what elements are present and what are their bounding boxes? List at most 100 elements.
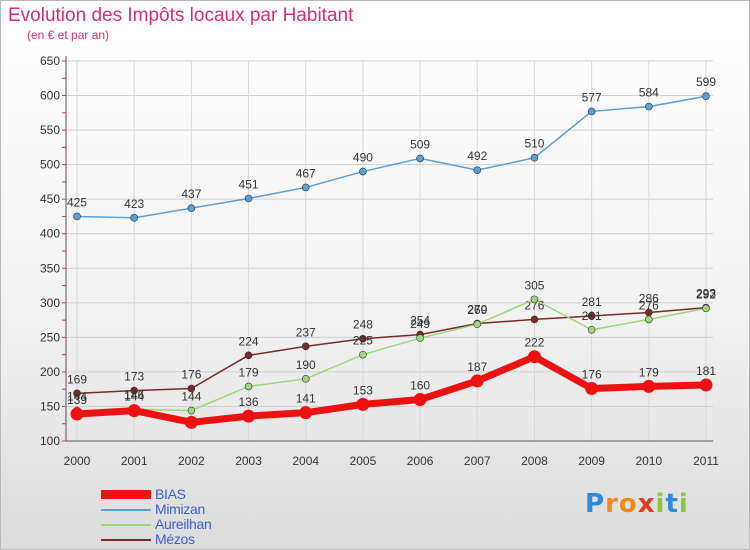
data-point: [187, 384, 196, 393]
data-point: [242, 409, 256, 423]
data-label: 254: [410, 314, 430, 328]
legend-item: BIAS: [101, 486, 301, 502]
data-point: [699, 378, 713, 392]
legend-swatch: [101, 524, 151, 526]
data-label: 423: [124, 197, 144, 211]
data-label: 269: [467, 303, 487, 317]
legend-label: BIAS: [155, 486, 186, 502]
data-point: [73, 389, 81, 398]
data-label: 492: [467, 149, 487, 163]
legend-item: Mézos: [101, 531, 301, 547]
x-tick-label: 2009: [578, 454, 605, 468]
data-point: [702, 92, 710, 101]
data-point: [530, 153, 539, 162]
data-point: [244, 351, 253, 360]
data-point: [702, 304, 710, 313]
legend-item: Aureilhan: [101, 516, 301, 532]
data-label: 225: [353, 334, 373, 348]
data-point: [530, 295, 539, 304]
data-point: [359, 350, 367, 359]
logo-letter: P: [585, 489, 606, 519]
data-point: [585, 381, 599, 395]
data-label: 176: [582, 367, 602, 381]
data-label: 146: [124, 388, 144, 402]
legend-swatch: [101, 509, 151, 511]
data-point: [244, 382, 253, 391]
data-point: [527, 350, 541, 364]
series-line-aureilhan: [76, 298, 707, 412]
data-point: [413, 393, 427, 407]
x-tick-label: 2006: [407, 454, 434, 468]
x-tick-label: 2010: [635, 454, 662, 468]
y-tick-label: 250: [40, 330, 60, 344]
data-label: 451: [239, 177, 259, 191]
data-point: [470, 374, 484, 388]
data-label: 190: [296, 358, 316, 372]
legend-swatch: [101, 490, 151, 499]
logo-letter: o: [618, 489, 638, 519]
data-label: 139: [67, 393, 87, 407]
data-label: 261: [582, 309, 602, 323]
y-tick-label: 150: [40, 399, 60, 413]
y-tick-label: 100: [40, 434, 60, 448]
proxiti-logo: Proxiti: [585, 489, 689, 519]
series-line-mimizan: [76, 95, 707, 219]
data-label: 144: [181, 390, 201, 404]
y-tick-label: 350: [40, 261, 60, 275]
data-label: 490: [353, 151, 373, 165]
x-tick-label: 2008: [521, 454, 548, 468]
data-label: 141: [296, 392, 316, 406]
data-point: [187, 204, 196, 212]
data-label: 136: [239, 395, 259, 409]
data-label: 173: [124, 370, 144, 384]
data-point: [359, 167, 367, 176]
data-label: 222: [524, 336, 544, 350]
y-tick-label: 550: [40, 123, 60, 137]
data-point: [244, 194, 253, 203]
data-label: 510: [524, 137, 544, 151]
data-point: [299, 406, 313, 420]
data-label: 237: [296, 325, 316, 339]
data-label: 169: [67, 372, 87, 386]
data-label: 599: [696, 75, 716, 89]
data-point: [642, 379, 656, 393]
x-tick-label: 2003: [235, 454, 262, 468]
chart-subtitle: (en € et par an): [27, 28, 110, 42]
data-point: [301, 342, 310, 351]
data-point: [473, 166, 482, 174]
data-label: 286: [639, 291, 659, 305]
data-label: 276: [639, 298, 659, 312]
x-tick-label: 2004: [292, 454, 319, 468]
data-label: 187: [467, 360, 487, 374]
data-point: [530, 315, 539, 324]
data-point: [184, 415, 198, 429]
data-point: [130, 214, 138, 222]
data-label: 176: [181, 367, 201, 381]
data-label: 224: [239, 334, 259, 348]
data-label: 437: [181, 187, 201, 201]
legend-swatch: [101, 539, 151, 541]
x-tick-label: 2005: [350, 454, 377, 468]
x-tick-label: 2000: [64, 454, 91, 468]
data-point: [587, 325, 596, 334]
data-point: [416, 334, 424, 342]
data-label: 160: [410, 379, 430, 393]
data-label: 144: [124, 390, 144, 404]
data-label: 509: [410, 137, 430, 151]
data-point: [587, 107, 596, 116]
logo-letter: x: [637, 489, 656, 519]
series-line-mézos: [76, 306, 707, 395]
data-label: 425: [67, 195, 87, 209]
data-label: 181: [696, 364, 716, 378]
data-label: 292: [696, 287, 716, 301]
data-label: 144: [67, 390, 87, 404]
data-label: 179: [239, 365, 259, 379]
data-point: [359, 334, 367, 343]
data-point: [645, 315, 653, 324]
data-point: [301, 183, 310, 192]
x-tick-label: 2011: [693, 454, 719, 468]
data-point: [70, 407, 84, 421]
y-tick-label: 450: [40, 192, 60, 206]
x-tick-label: 2007: [464, 454, 491, 468]
